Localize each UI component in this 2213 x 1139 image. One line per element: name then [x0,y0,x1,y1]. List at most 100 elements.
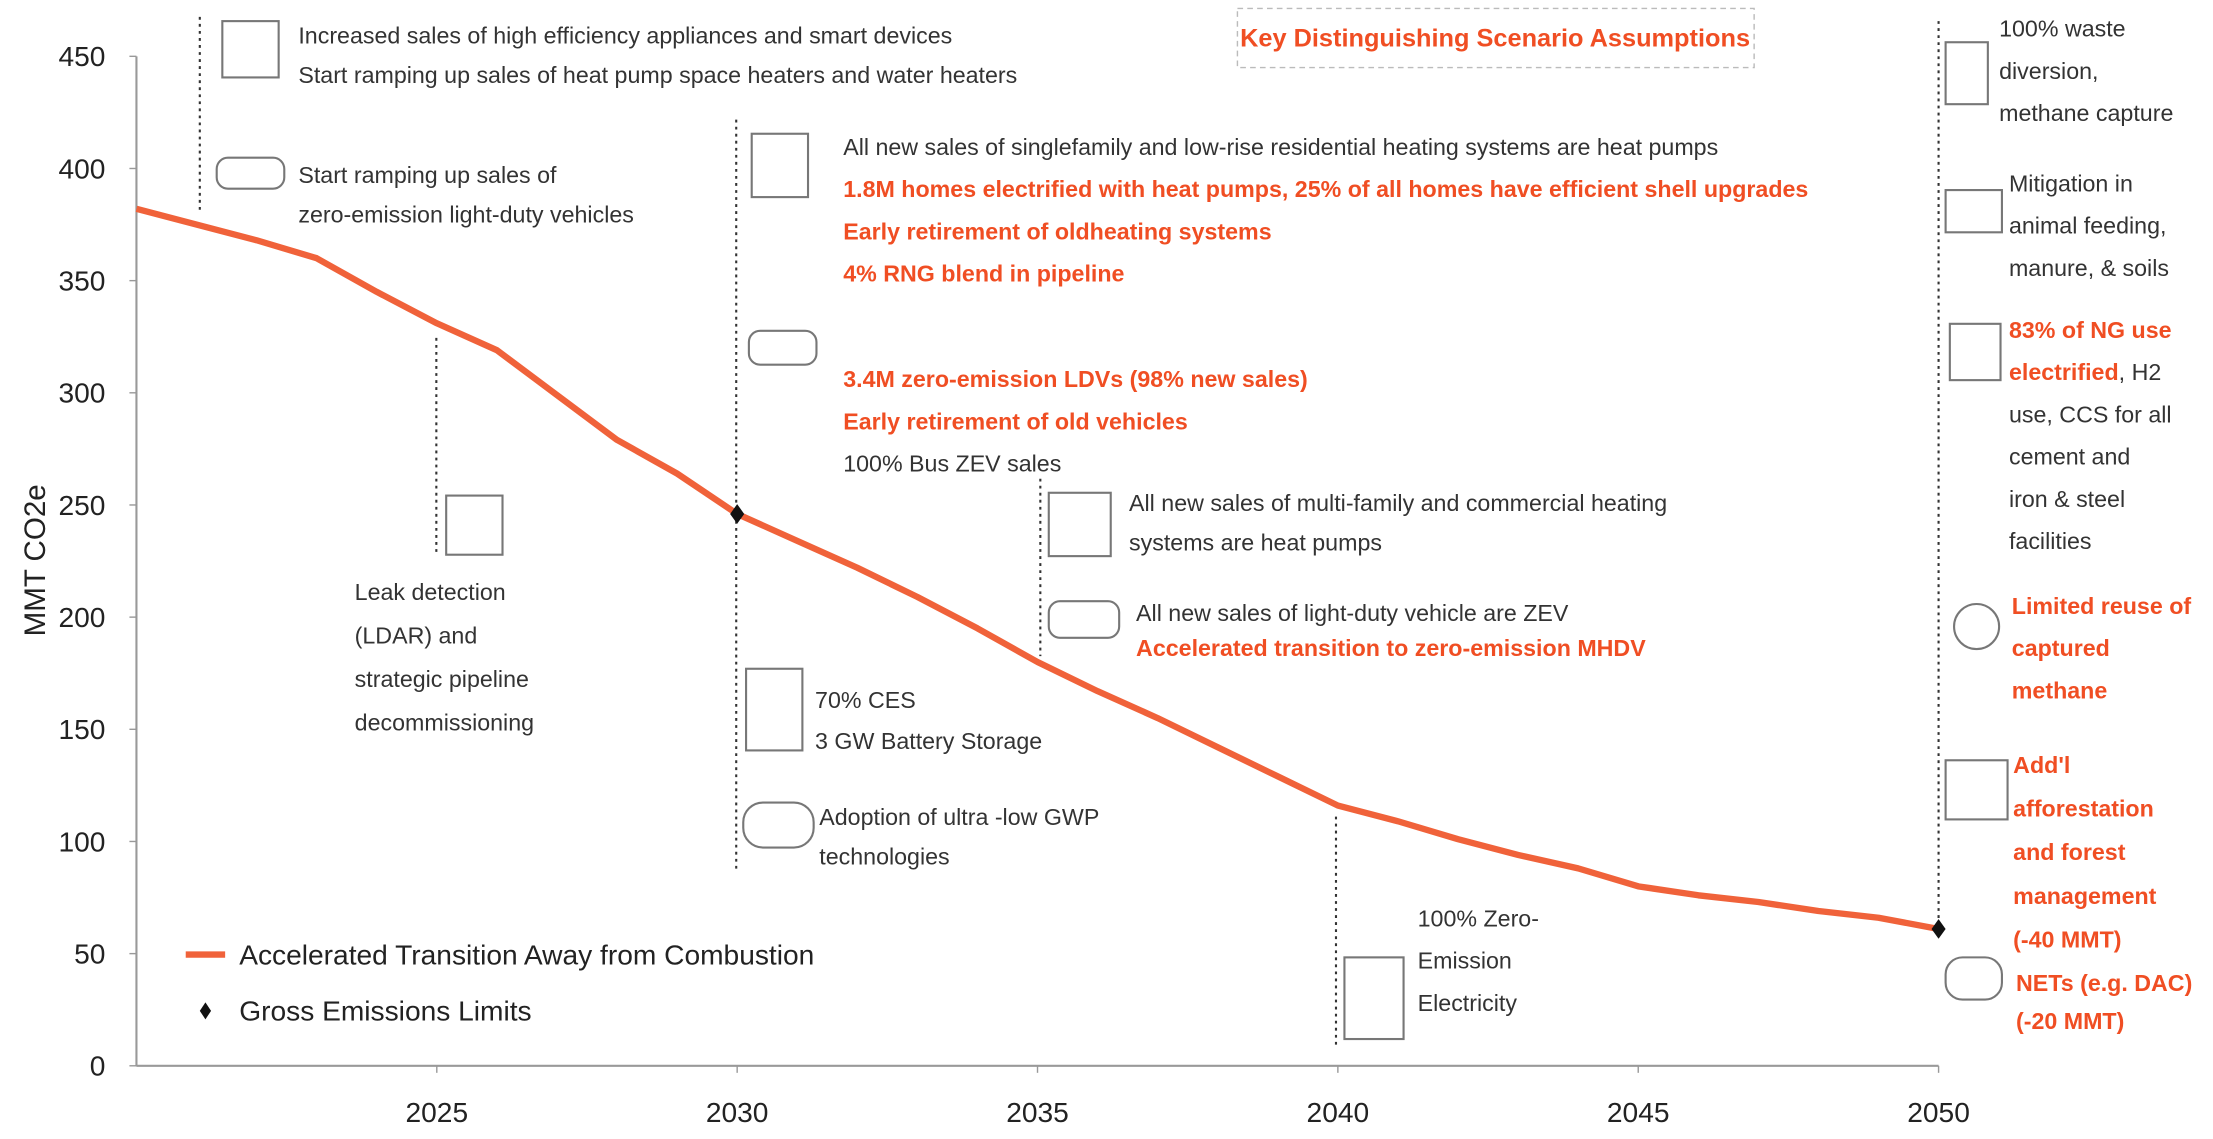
annotation-line: 83% of NG use [2009,317,2172,343]
annotation-line: 100% Zero- [1418,905,1539,931]
legend-label: Gross Emissions Limits [239,996,531,1027]
annotation-text: All new sales of light-duty vehicle are … [1136,600,1569,626]
chart-title: Key Distinguishing Scenario Assumptions [1240,24,1750,52]
annotation-line: Leak detection [355,579,506,605]
annotation-text: use, CCS for all [2009,401,2172,427]
x-tick-label: 2045 [1607,1097,1670,1128]
annotation-line: decommissioning [355,710,534,736]
y-tick-label: 250 [59,490,106,521]
annotation-text: (-20 MMT) [2016,1008,2124,1034]
annotation-text: NETs (e.g. DAC) [2016,970,2192,996]
annotation-text: zero-emission light-duty vehicles [298,201,634,227]
annotation-line: zero-emission light-duty vehicles [298,201,634,227]
annotation-line: technologies [819,843,949,869]
annotation-line: systems are heat pumps [1129,529,1382,555]
annotation-text: electrified [2009,359,2119,385]
title-box [1236,7,1755,69]
annotation-text: 4% RNG blend in pipeline [843,261,1124,287]
annotation-text: Early retirement of old vehicles [843,408,1188,434]
annotation-line: Early retirement of oldheating systems [843,218,1271,244]
annotation-text: 100% Zero- [1418,905,1539,931]
y-tick-label: 350 [59,265,106,296]
annotation-line: methane capture [1999,100,2173,126]
annotation-line: All new sales of multi-family and commer… [1129,490,1667,516]
annotation-line: Adoption of ultra -low GWP [819,804,1099,830]
annotation-line: (-20 MMT) [2016,1008,2124,1034]
building-icon [750,132,810,199]
annotation-line: Add'l [2013,752,2070,778]
tree-icon [1944,759,2009,821]
building-icon [221,20,280,79]
annotation-line: methane [2012,677,2108,703]
series-line [135,205,1940,933]
annotation-text: Increased sales of high efficiency appli… [298,23,952,49]
annotation-line: 100% waste [1999,16,2126,42]
annotation-text: iron & steel [2009,486,2125,512]
legend-label: Accelerated Transition Away from Combust… [239,939,814,970]
annotation-text: 3.4M zero-emission LDVs (98% new sales) [843,366,1308,392]
annotation-line: 3 GW Battery Storage [815,728,1042,754]
annotation-line: NETs (e.g. DAC) [2016,970,2192,996]
annotation-text: methane capture [1999,100,2173,126]
annotation-line: Early retirement of old vehicles [843,408,1188,434]
annotation-text: Accelerated transition to zero-emission … [1136,635,1646,661]
annotation-text: Mitigation in [2009,170,2133,196]
y-tick-label: 0 [90,1051,106,1082]
x-tick-label: 2040 [1307,1097,1370,1128]
turbine-icon [1343,956,1405,1041]
annotation-text: 3 GW Battery Storage [815,728,1042,754]
annotation-text: technologies [819,843,949,869]
annotation-line: electrified, H2 [2009,359,2161,385]
annotation-line: animal feeding, [2009,213,2166,239]
annotation-text: methane [2012,677,2108,703]
annotation-text: Emission [1418,948,1512,974]
annotation-text: cement and [2009,444,2130,470]
annotation-line: diversion, [1999,58,2098,84]
car-icon [1047,600,1121,639]
annotation-text: (LDAR) and [355,622,478,648]
annotation-line: Electricity [1418,990,1518,1016]
y-tick-label: 100 [59,826,106,857]
annotation-line: All new sales of light-duty vehicle are … [1136,600,1569,626]
y-axis-label: MMT CO2e [19,484,52,636]
annotation-line: Mitigation in [2009,170,2133,196]
annotation-text: 100% Bus ZEV sales [843,451,1061,477]
y-tick-label: 450 [59,41,106,72]
annotation-text: diversion, [1999,58,2098,84]
tractor-icon [1944,189,2003,234]
annotation-line: Start ramping up sales of heat pump spac… [298,62,1017,88]
annotation-line: management [2013,883,2156,909]
y-tick-label: 400 [59,153,106,184]
annotation-line: captured [2012,635,2110,661]
annotation-line: iron & steel [2009,486,2125,512]
annotation-text: Adoption of ultra -low GWP [819,804,1099,830]
guides [198,16,1940,1045]
cloud-icon [1944,956,2003,1001]
y-tick-label: 300 [59,378,106,409]
annotation-line: afforestation [2013,796,2154,822]
annotation-line: Start ramping up sales of [298,162,557,188]
annotation-text: Start ramping up sales of [298,162,557,188]
annotation-line: cement and [2009,444,2130,470]
annotation-line: 100% Bus ZEV sales [843,451,1061,477]
annotation-line: Emission [1418,948,1512,974]
annotation-text: 70% CES [815,687,916,713]
y-tick-label: 150 [59,714,106,745]
annotation-text: Leak detection [355,579,506,605]
icons [215,20,2009,1041]
car-icon [215,156,286,190]
annotation-text: Electricity [1418,990,1518,1016]
annotation-line: Limited reuse of [2012,593,2192,619]
annotation-text: Early retirement of oldheating systems [843,218,1271,244]
annotation-text: 83% of NG use [2009,317,2172,343]
annotation-text: Limited reuse of [2012,593,2192,619]
annotation-text: manure, & soils [2009,255,2169,281]
annotation-line: 1.8M homes electrified with heat pumps, … [843,176,1808,202]
annotation-text: and forest [2013,839,2126,865]
y-tick-label: 200 [59,602,106,633]
annotation-text: , H2 [2119,359,2162,385]
turbine-icon [745,667,804,752]
factory-icon [1948,322,2002,382]
x-tick-label: 2025 [405,1097,468,1128]
